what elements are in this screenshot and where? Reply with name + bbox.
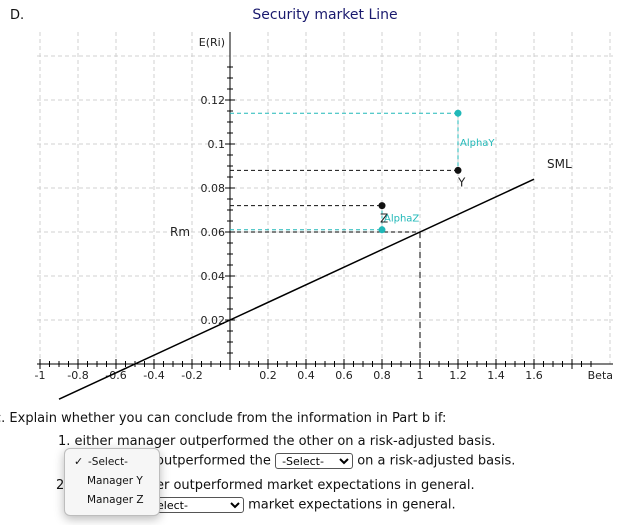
x-tick-label: 1.2 <box>449 369 467 382</box>
section-letter: D. <box>10 8 25 23</box>
select-dropdown-menu: ✓ -Select- Manager Y Manager Z <box>64 448 160 516</box>
item-2-text: er outperformed market expectations in g… <box>156 478 475 493</box>
chart-guide-lines <box>230 112 459 364</box>
checkmark-icon: ✓ <box>74 455 84 468</box>
sml-label: SML <box>547 157 572 171</box>
item-1-sub-text: outperformed the <box>156 453 271 469</box>
alpha-label: AlphaY <box>460 138 495 149</box>
x-tick-label: -0.8 <box>67 369 88 382</box>
point-label-y: Y <box>457 175 466 189</box>
y-axis-label: E(Ri) <box>199 36 225 49</box>
x-tick-label: -0.4 <box>143 369 164 382</box>
x-tick-label: 1.6 <box>525 369 543 382</box>
dropdown-option-select[interactable]: ✓ -Select- <box>65 453 159 471</box>
item-1-sub-end: on a risk-adjusted basis. <box>357 453 516 469</box>
y-tick-label: 0.04 <box>201 270 226 283</box>
chart-grid <box>37 32 613 364</box>
market-expectation-select[interactable]: elect- <box>150 497 244 513</box>
x-tick-label: 0.6 <box>335 369 353 382</box>
manager-compare-select[interactable]: -Select- <box>275 453 354 469</box>
chart-labels: Security market LineE(Ri)BetaSMLRmYZAlph… <box>170 7 613 382</box>
data-point <box>454 166 462 174</box>
alpha-label: AlphaZ <box>384 214 419 225</box>
chart-series <box>58 109 535 400</box>
x-tick-label: 1 <box>417 369 424 382</box>
x-tick-label: -1 <box>35 369 46 382</box>
security-market-line-chart: -1 -0.8 -0.6 -0.4 -0.2 0.2 0.4 0.6 0.8 1 1.2 1.4 1.6… <box>35 7 613 400</box>
question-item-1: 1. either manager outperformed the other… <box>58 434 496 449</box>
item-2-sub-end: market expectations in general. <box>248 497 456 513</box>
x-tick-label: 0.8 <box>373 369 391 382</box>
point-label-z: Z <box>380 212 388 226</box>
item-1-number: 1. <box>58 434 71 449</box>
dropdown-option-manager-y[interactable]: Manager Y <box>87 475 143 487</box>
sml-line <box>58 178 535 400</box>
item-1-text: either manager outperformed the other on… <box>74 434 496 449</box>
dropdown-option-manager-z[interactable]: Manager Z <box>87 494 144 506</box>
x-tick-label: 0.2 <box>259 369 277 382</box>
question-item-2-sub: elect- market expectations in general. <box>150 497 456 513</box>
y-tick-label: 0.12 <box>201 94 226 107</box>
data-point <box>454 109 462 117</box>
chart-axes: -1 -0.8 -0.6 -0.4 -0.2 0.2 0.4 0.6 0.8 1 1.2 1.4 1.6… <box>35 32 613 382</box>
data-point <box>378 226 386 234</box>
x-tick-label: -0.2 <box>181 369 202 382</box>
question-item-2: er outperformed market expectations in g… <box>156 478 475 493</box>
x-tick-label: 1.4 <box>487 369 505 382</box>
y-tick-label: 0.1 <box>208 138 226 151</box>
question-prompt: c. Explain whether you can conclude from… <box>0 411 447 426</box>
y-tick-label: 0.02 <box>201 314 226 327</box>
x-tick-label: 0.4 <box>297 369 315 382</box>
x-tick-label: -0.6 <box>105 369 126 382</box>
question-item-1-sub: outperformed the -Select- on a risk-adju… <box>156 453 515 469</box>
y-tick-label: 0.08 <box>201 182 226 195</box>
chart-title: Security market Line <box>252 7 397 23</box>
y-tick-label: 0.06 <box>201 226 226 239</box>
rm-label: Rm <box>170 225 190 239</box>
data-point <box>378 202 386 210</box>
x-axis-label: Beta <box>588 369 613 382</box>
